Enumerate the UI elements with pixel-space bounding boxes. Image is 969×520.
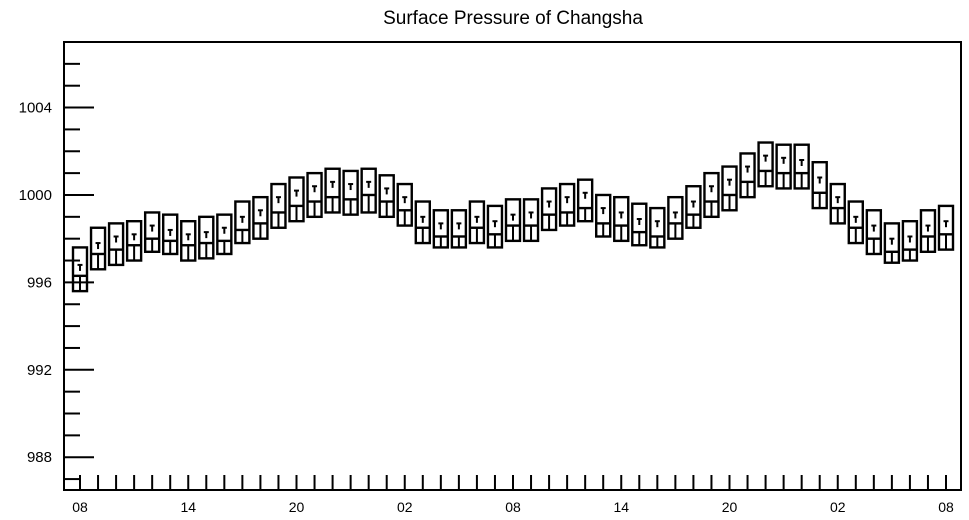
box-25: [522, 198, 540, 243]
box-48: [937, 204, 955, 251]
box-7: [198, 215, 215, 260]
box-outline: [216, 213, 233, 256]
x-axis: 08 14 20 02 08 14 20 02 08: [72, 475, 954, 515]
plot-frame: [63, 41, 962, 491]
box-16: [360, 167, 377, 214]
box-46: [901, 219, 919, 262]
box-outline: [143, 211, 161, 253]
x-tick-label: 08: [938, 499, 954, 515]
y-tick-label: 1000: [19, 187, 52, 204]
box-27: [558, 182, 576, 227]
box-outline: [162, 213, 179, 256]
box-outline: [829, 182, 846, 225]
box-37: [739, 152, 756, 199]
x-tick-label: 02: [830, 499, 846, 515]
box-34: [685, 185, 702, 229]
box-5: [162, 213, 179, 256]
x-tick-label: 14: [180, 499, 196, 515]
box-28: [576, 178, 594, 223]
box-20: [432, 209, 450, 249]
box-11: [270, 182, 287, 229]
x-tick-label: 14: [613, 499, 629, 515]
box-17: [378, 174, 395, 219]
box-44: [865, 209, 883, 256]
box-41: [811, 160, 828, 210]
box-23: [486, 204, 504, 249]
y-tick-label: 1004: [19, 100, 52, 117]
box-10: [252, 195, 269, 240]
box-3: [125, 219, 143, 262]
box-30: [613, 195, 630, 243]
box-12: [288, 176, 305, 223]
y-axis: 988 992 996 1000 1004: [19, 62, 94, 481]
x-tick-label: 08: [72, 499, 88, 515]
box-0: [71, 246, 89, 293]
box-2: [107, 222, 125, 267]
x-tick-label: 20: [722, 499, 738, 515]
box-42: [829, 182, 846, 225]
box-43: [847, 200, 864, 245]
box-47: [919, 209, 937, 253]
box-38: [757, 141, 774, 188]
box-9: [234, 200, 251, 245]
box-13: [306, 171, 323, 219]
box-14: [324, 167, 341, 214]
box-33: [667, 195, 684, 240]
box-8: [216, 213, 233, 256]
y-tick-label: 996: [27, 274, 52, 291]
box-26: [540, 187, 558, 232]
box-outline: [919, 209, 937, 253]
y-tick-label: 992: [27, 362, 52, 379]
box-22: [468, 200, 486, 245]
box-outline: [811, 160, 828, 210]
box-18: [396, 182, 413, 227]
box-outline: [865, 209, 883, 256]
box-1: [89, 226, 107, 271]
box-4: [143, 211, 161, 253]
box-29: [595, 193, 612, 238]
box-6: [180, 219, 197, 262]
box-series: [71, 141, 955, 293]
box-24: [504, 198, 522, 243]
box-outline: [558, 182, 576, 227]
box-40: [793, 143, 810, 190]
box-outline: [396, 182, 413, 227]
y-tick-label: 988: [27, 449, 52, 466]
x-tick-label: 02: [397, 499, 413, 515]
box-39: [775, 143, 792, 190]
box-outline: [613, 195, 630, 243]
x-tick-label: 20: [289, 499, 305, 515]
box-outline: [576, 178, 594, 223]
box-31: [631, 202, 648, 247]
box-15: [342, 169, 359, 216]
box-45: [883, 222, 901, 264]
chart-title: Surface Pressure of Changsha: [383, 8, 643, 29]
box-21: [450, 209, 468, 249]
box-19: [414, 200, 431, 245]
box-36: [721, 165, 738, 212]
box-32: [649, 206, 666, 249]
x-tick-label: 08: [505, 499, 521, 515]
box-35: [703, 171, 720, 219]
